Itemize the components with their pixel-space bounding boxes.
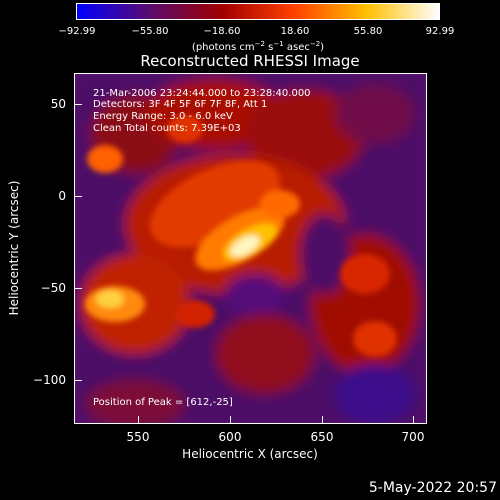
- generation-timestamp: 5-May-2022 20:57: [368, 480, 497, 496]
- colorbar-units: (photons cm−2 s−1 asec−2): [191, 40, 325, 53]
- peak-position-label: Position of Peak = [612,-25]: [93, 397, 233, 408]
- y-tick-label: −100: [33, 373, 66, 387]
- time-range-label: 21-Mar-2006 23:24:44.000 to 23:28:40.000: [93, 88, 311, 99]
- rhessi-image: [75, 74, 426, 423]
- x-tick-label: 700: [401, 430, 425, 444]
- x-tick-label: 650: [310, 430, 334, 444]
- colorbar-tick: −92.99: [58, 26, 96, 37]
- y-tickmark: [74, 288, 82, 289]
- y-axis-label: Heliocentric Y (arcsec): [7, 180, 21, 316]
- x-tickmark: [413, 416, 414, 424]
- emission-hotspots: [85, 115, 397, 357]
- colorbar-tick: −18.60: [203, 26, 241, 37]
- plot-area: [74, 73, 427, 424]
- x-tickmark: [322, 416, 323, 424]
- x-tickmark: [138, 416, 139, 424]
- y-tick-label: 0: [58, 189, 66, 203]
- y-tickmark: [74, 104, 82, 105]
- colorbar: [76, 3, 440, 20]
- colorbar-tick: −55.80: [131, 26, 169, 37]
- x-tickmark: [230, 416, 231, 424]
- y-tick-label: 50: [50, 97, 66, 111]
- detectors-label: Detectors: 3F 4F 5F 6F 7F 8F, Att 1: [93, 99, 268, 110]
- x-tick-label: 550: [126, 430, 150, 444]
- energy-range-label: Energy Range: 3.0 - 6.0 keV: [93, 111, 233, 122]
- x-tick-label: 600: [218, 430, 242, 444]
- colorbar-tick: 18.60: [280, 26, 310, 37]
- colorbar-tick: 55.80: [353, 26, 383, 37]
- colorbar-tick: 92.99: [425, 26, 455, 37]
- y-tickmark: [74, 380, 82, 381]
- image-title: Reconstructed RHESSI Image: [140, 52, 360, 70]
- y-tickmark: [74, 196, 82, 197]
- clean-counts-label: Clean Total counts: 7.39E+03: [93, 123, 241, 134]
- x-axis-label: Heliocentric X (arcsec): [182, 447, 318, 461]
- y-tick-label: −50: [40, 281, 66, 295]
